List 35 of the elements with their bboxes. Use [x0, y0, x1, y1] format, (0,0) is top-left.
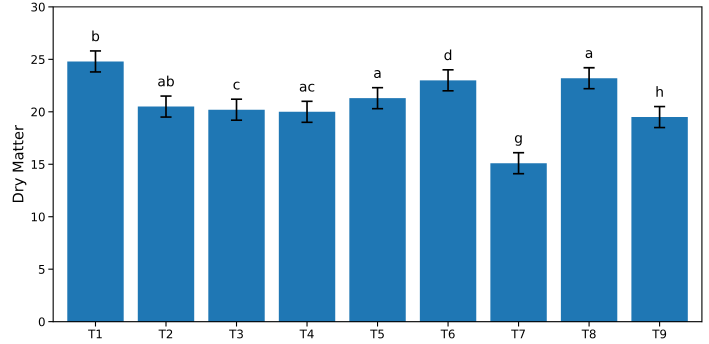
y-tick-label: 30	[31, 2, 45, 12]
annotation: ab	[158, 76, 174, 86]
x-tick-label: T3	[229, 329, 243, 338]
annotation: b	[92, 30, 100, 42]
x-tick-label: T8	[582, 329, 596, 338]
bar	[138, 106, 194, 322]
y-tick-label: 20	[31, 108, 45, 116]
y-tick-label: 15	[32, 160, 45, 169]
annotation: ac	[300, 84, 314, 92]
bar	[208, 110, 265, 322]
x-tick-label: T4	[300, 330, 314, 338]
annotation: a	[374, 70, 381, 78]
bar	[631, 117, 688, 322]
y-tick-label: 5	[38, 265, 45, 274]
bar	[349, 98, 406, 322]
x-tick-label: T6	[440, 329, 455, 338]
bar	[278, 112, 336, 322]
x-tick-label: T9	[652, 329, 666, 338]
y-tick-label: 25	[31, 55, 45, 64]
y-axis-title: Dry Matter	[12, 125, 26, 202]
bar	[420, 80, 476, 322]
y-tick-label: 10	[32, 212, 45, 222]
bar	[560, 78, 618, 322]
annotation: g	[514, 135, 522, 146]
bar	[490, 163, 547, 322]
x-tick-label: T2	[158, 329, 172, 338]
annotation: a	[586, 50, 592, 58]
bar	[67, 61, 124, 322]
annotation: h	[656, 86, 663, 97]
x-tick-label: T5	[370, 330, 384, 338]
annotation: c	[233, 82, 240, 90]
y-tick-label: 0	[38, 317, 45, 326]
x-tick-label: T1	[88, 330, 102, 338]
x-tick-label: T7	[511, 330, 525, 338]
annotation: d	[444, 49, 452, 60]
